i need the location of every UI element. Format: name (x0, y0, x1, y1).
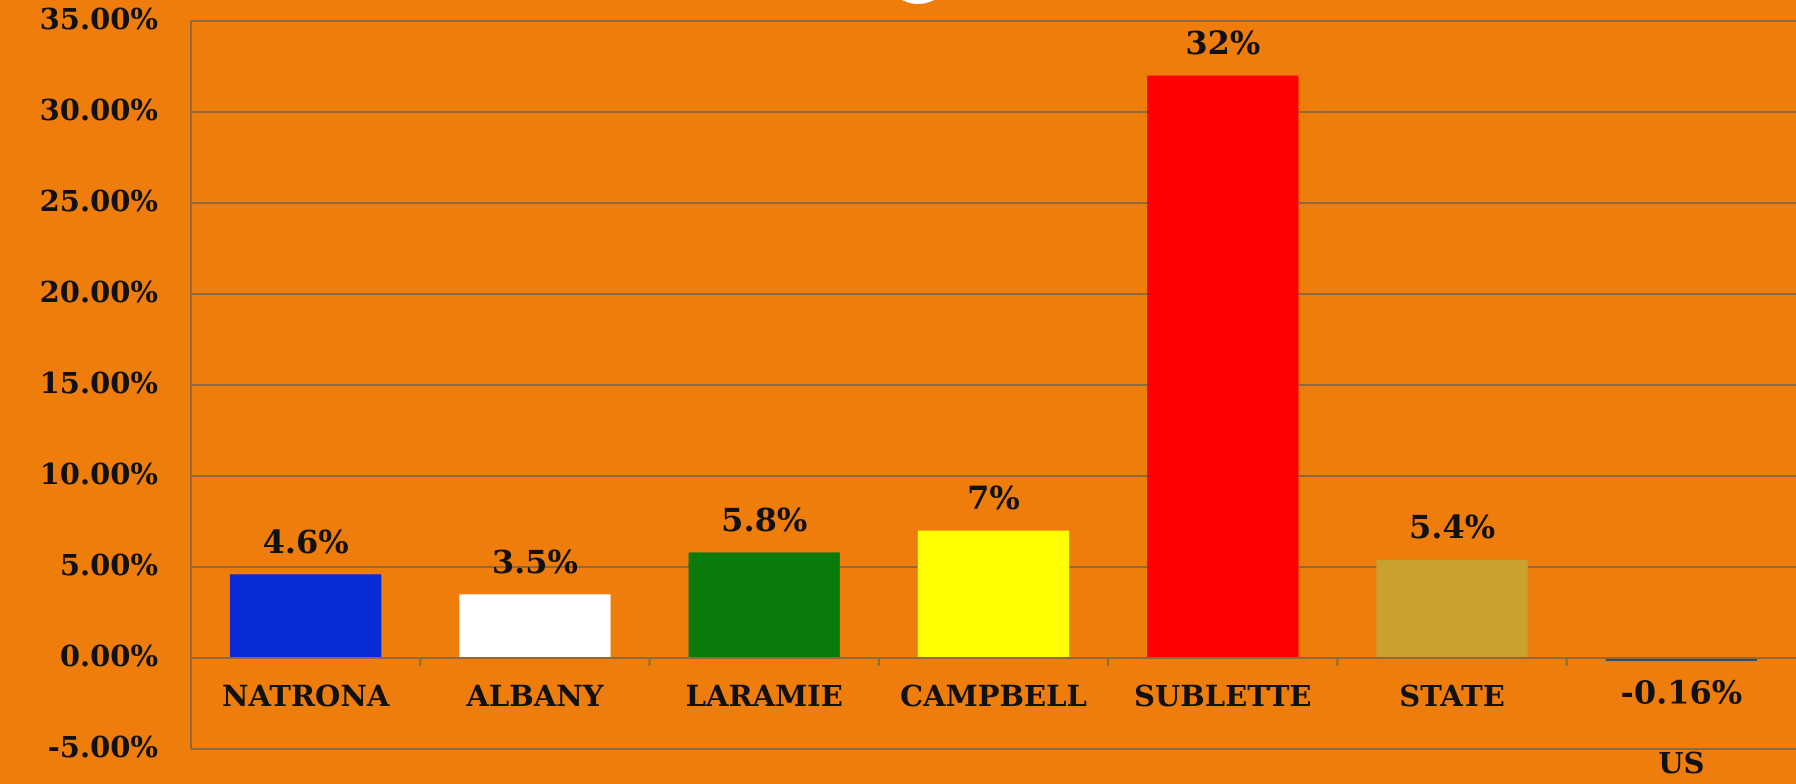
y-tick-label: 35.00% (40, 2, 158, 36)
y-tick-label: 10.00% (40, 457, 158, 491)
y-tick-label: 0.00% (60, 639, 158, 673)
value-label: 7% (967, 479, 1020, 517)
y-tick-label: 20.00% (40, 275, 158, 309)
bar (229, 574, 382, 658)
value-label: 4.6% (263, 523, 349, 561)
y-tick-label: -5.00% (48, 730, 158, 764)
y-tick-label: 30.00% (40, 93, 158, 127)
y-tick-label: 25.00% (40, 184, 158, 218)
bar (1147, 75, 1299, 659)
value-label: 3.5% (492, 543, 578, 581)
x-tick-label: LARAMIE (686, 679, 843, 713)
x-tick-label: SUBLETTE (1134, 679, 1311, 713)
x-tick-label: ALBANY (465, 679, 603, 713)
y-tick-label: 5.00% (60, 548, 158, 582)
bar (1605, 658, 1758, 661)
x-tick-label: NATRONA (222, 679, 390, 713)
x-tick-label: CAMPBELL (900, 679, 1087, 713)
bar (459, 594, 611, 658)
decoration (902, 0, 934, 4)
value-label: 5.4% (1409, 508, 1495, 546)
value-label: -0.16% (1621, 674, 1743, 712)
x-tick-label: US (1658, 746, 1704, 780)
bar (1376, 559, 1528, 658)
bar (688, 552, 840, 658)
y-tick-label: 15.00% (40, 366, 158, 400)
value-label: 5.8% (721, 501, 807, 539)
x-tick-label: STATE (1399, 679, 1505, 713)
value-label: 32% (1185, 24, 1260, 62)
bar (917, 530, 1070, 658)
